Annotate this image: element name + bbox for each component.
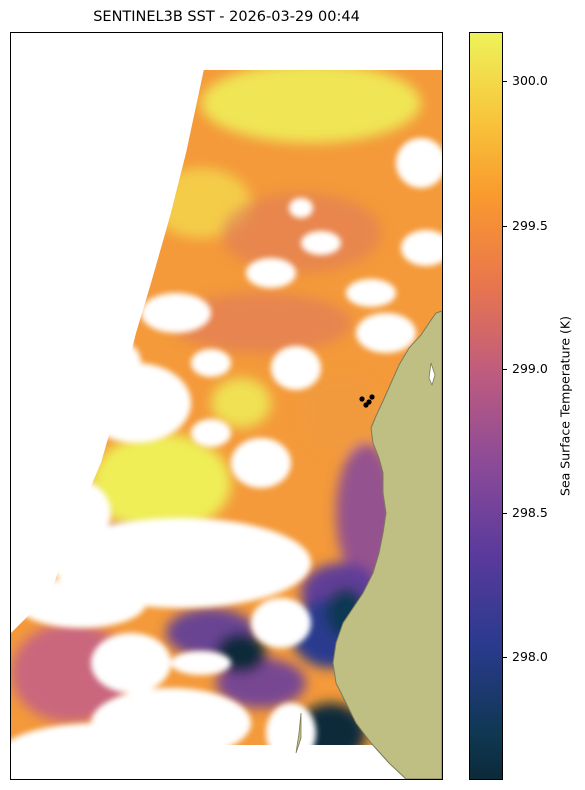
- land-mass: [332, 310, 442, 779]
- map-title: SENTINEL3B SST - 2026-03-29 00:44: [93, 9, 360, 25]
- colorbar-tick: [503, 657, 507, 658]
- colorbar-tick-label: 298.0: [512, 649, 548, 664]
- colorbar-tick: [503, 369, 507, 370]
- station-markers: [359, 394, 375, 408]
- sst-map[interactable]: [10, 32, 443, 780]
- colorbar-tick-label: 300.0: [512, 73, 548, 88]
- station-marker: [369, 394, 375, 400]
- station-marker: [363, 402, 369, 408]
- colorbar-tick: [503, 81, 507, 82]
- colorbar-tick-label: 298.5: [512, 505, 548, 520]
- sst-map-canvas: [11, 69, 442, 779]
- colorbar-label: Sea Surface Temperature (K): [557, 316, 573, 496]
- colorbar-tick-label: 299.5: [512, 218, 548, 233]
- colorbar-tick: [503, 226, 507, 227]
- colorbar-tick: [503, 513, 507, 514]
- colorbar-tick-label: 299.0: [512, 361, 548, 376]
- station-marker: [359, 396, 365, 402]
- colorbar: [469, 32, 503, 780]
